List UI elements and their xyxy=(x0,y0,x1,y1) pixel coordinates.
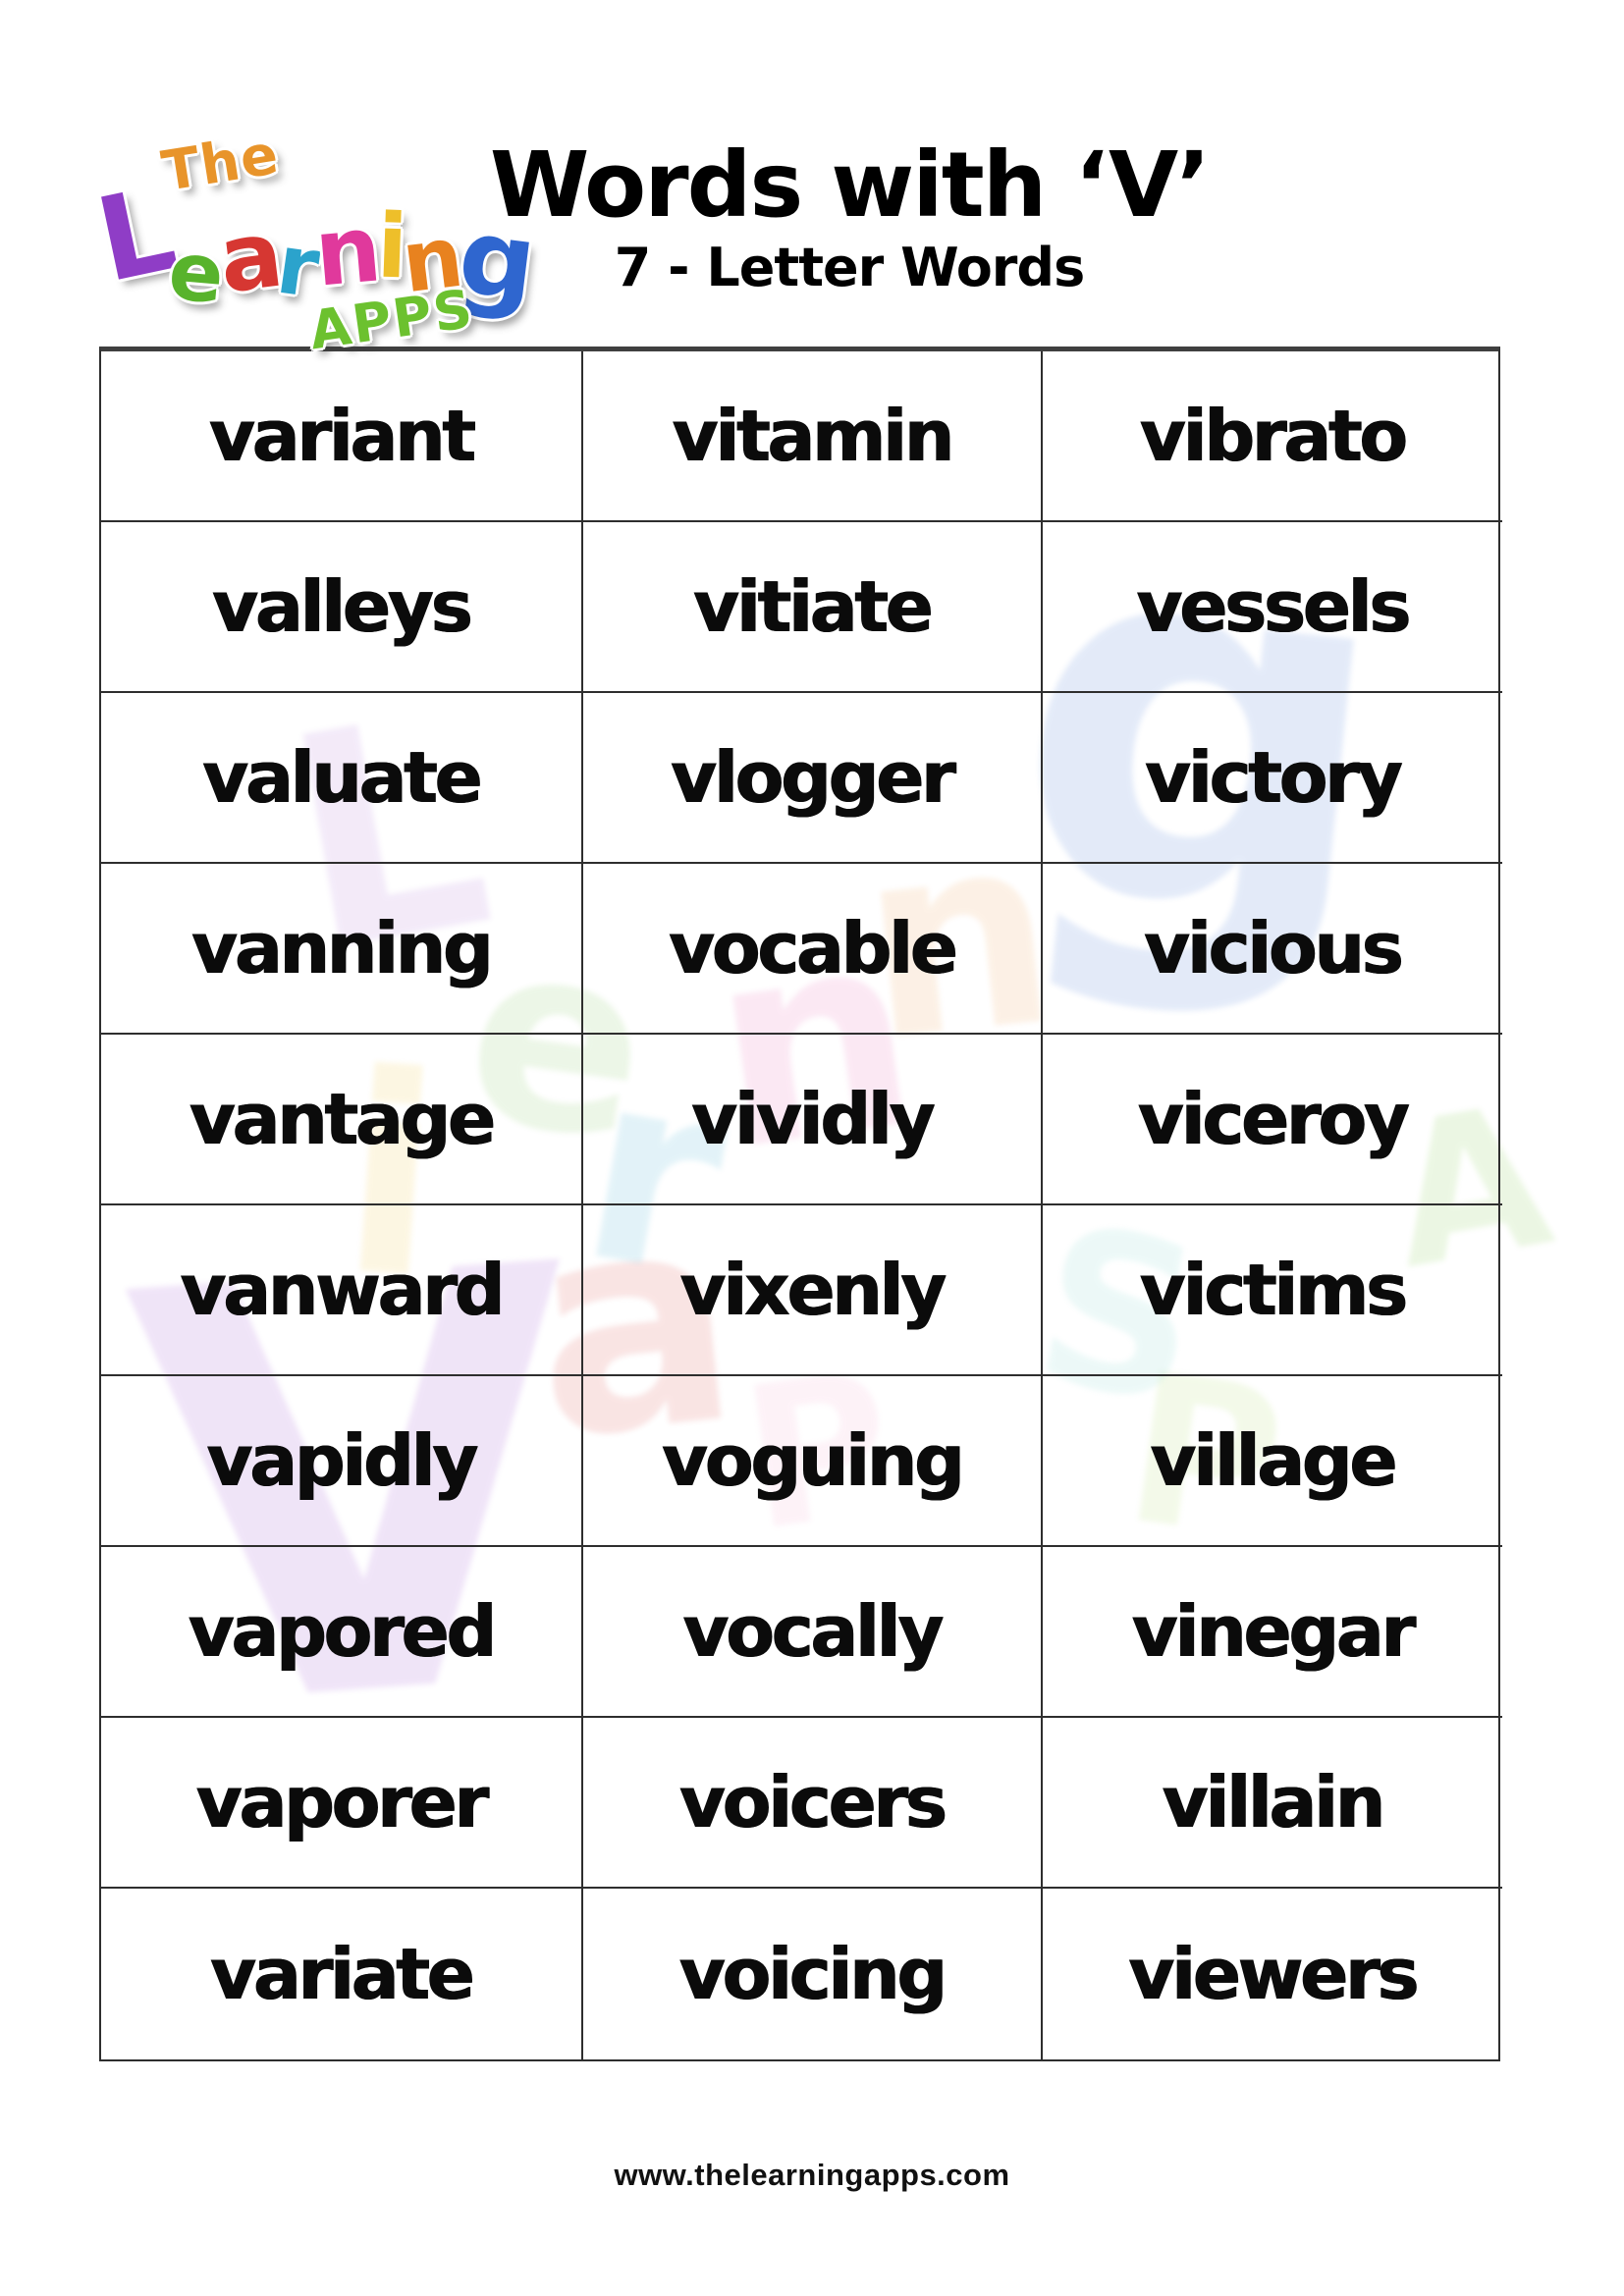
word-cell: vanning xyxy=(101,864,583,1035)
word-cell: village xyxy=(1043,1376,1502,1547)
word-cell: vessels xyxy=(1043,522,1502,693)
word-cell: victory xyxy=(1043,693,1502,864)
logo-letter: n xyxy=(310,195,386,308)
page-subtitle: 7 - Letter Words xyxy=(614,236,1085,298)
word-cell: vixenly xyxy=(583,1205,1043,1376)
header: Words with ‘V’ 7 - Letter Words xyxy=(461,139,1237,294)
word-cell: viceroy xyxy=(1043,1035,1502,1205)
word-cell: victims xyxy=(1043,1205,1502,1376)
word-cell: vitamin xyxy=(583,351,1043,522)
word-cell: vaporer xyxy=(101,1718,583,1889)
word-cell: voicers xyxy=(583,1718,1043,1889)
word-cell: vocally xyxy=(583,1547,1043,1718)
word-cell: valuate xyxy=(101,693,583,864)
word-cell: variant xyxy=(101,351,583,522)
word-cell: voguing xyxy=(583,1376,1043,1547)
word-cell: vlogger xyxy=(583,693,1043,864)
word-cell: vanward xyxy=(101,1205,583,1376)
word-cell: vocable xyxy=(583,864,1043,1035)
word-cell: vividly xyxy=(583,1035,1043,1205)
word-cell: variate xyxy=(101,1889,583,2059)
word-cell: vapidly xyxy=(101,1376,583,1547)
word-cell: vitiate xyxy=(583,522,1043,693)
word-cell: villain xyxy=(1043,1718,1502,1889)
word-cell: viewers xyxy=(1128,1933,1419,2015)
page-footer: www.thelearningapps.com xyxy=(0,2158,1624,2193)
word-cell: voicing xyxy=(583,1889,1043,2059)
website-url: www.thelearningapps.com xyxy=(614,2158,1010,2192)
word-cell: vantage xyxy=(101,1035,583,1205)
word-cell: vibrato xyxy=(1043,351,1502,522)
learning-apps-logo: The Learning APPS xyxy=(85,123,542,361)
word-cell: vinegar xyxy=(1043,1547,1502,1718)
page-title: Words with ‘V’ xyxy=(489,133,1211,238)
word-cell: vapored xyxy=(101,1547,583,1718)
word-cell: vicious xyxy=(1043,864,1502,1035)
word-cell: valleys xyxy=(101,522,583,693)
word-table: variant vitamin vibrato valleys vitiate vesse… xyxy=(99,347,1502,2061)
